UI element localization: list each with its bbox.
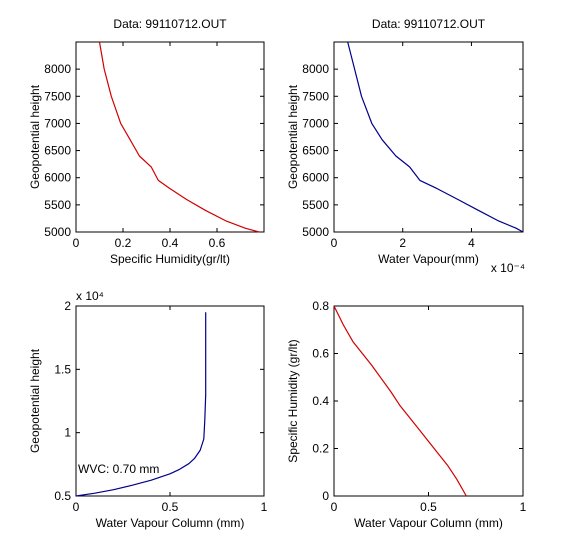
axes-frame (333, 305, 524, 497)
y-tick-label: 1 (64, 426, 71, 440)
x-axis-label: Water Vapour Column (mm) (354, 516, 503, 530)
x-axis-label: Water Vapour(mm) (378, 252, 479, 266)
y-tick-label: 6500 (44, 144, 71, 158)
series-line-1 (98, 41, 260, 233)
x-tick-label: 0.5 (420, 500, 437, 514)
x-tick-label: 0 (331, 500, 338, 514)
y-tick-label: 7500 (44, 89, 71, 103)
y-tick-label: 0.8 (312, 299, 329, 313)
y-tick-label: 5000 (44, 225, 71, 239)
panel-1: 0 0.2 0.4 0.6 5000 5500 6000 6500 7000 7500 8000 Da… (28, 17, 265, 266)
y-tick-label: 6000 (44, 171, 71, 185)
y-tick-label: 6500 (302, 144, 329, 158)
wvc-annotation: WVC: 0.70 mm (78, 462, 159, 476)
x-axis-label: Water Vapour Column (mm) (96, 516, 245, 530)
y-axis-label: Geopotential height (28, 84, 42, 189)
y-tick-label: 0.6 (312, 347, 329, 361)
y-axis-label: Geopotential height (28, 348, 42, 453)
y-tick-label: 0.5 (54, 489, 71, 503)
x-tick-label: 0 (73, 500, 80, 514)
x-tick-label: 0.6 (209, 236, 226, 250)
y-tick-label: 7000 (44, 116, 71, 130)
y-tick-label: 8000 (44, 62, 71, 76)
y-tick-label: 6000 (302, 171, 329, 185)
y-tick-label: 0.4 (312, 394, 329, 408)
x-axis-label: Specific Humidity(gr/lt) (110, 252, 230, 266)
y-tick-label: 8000 (302, 62, 329, 76)
y-tick-label: 0 (322, 489, 329, 503)
chart-title: Data: 99110712.OUT (113, 17, 227, 31)
series-line-1 (75, 312, 207, 497)
y-tick-label: 2 (64, 299, 71, 313)
y-tick-label: 5500 (302, 198, 329, 212)
series-line-1 (333, 305, 467, 497)
x-tick-label: 0.4 (162, 236, 179, 250)
y-tick-label: 0.2 (312, 442, 329, 456)
x-tick-label: 0.2 (115, 236, 132, 250)
y-tick-label: 1.5 (54, 362, 71, 376)
x-tick-label: 0 (331, 236, 338, 250)
x-tick-label: 0 (73, 236, 80, 250)
x-tick-label: 2 (399, 236, 406, 250)
x-tick-label: 0.5 (162, 500, 179, 514)
x-tick-label: 1 (261, 500, 268, 514)
y-axis-label: Geopotential height (286, 84, 300, 189)
chart-title: Data: 99110712.OUT (372, 17, 486, 31)
x-tick-label: 1 (520, 500, 527, 514)
y-axis-label: Specific Humidity (gr/lt) (286, 339, 300, 462)
y-tick-label: 5000 (302, 225, 329, 239)
y-exponent-label: x 10⁴ (76, 289, 104, 303)
axes-frame (333, 41, 524, 233)
panel-4: 0 0.5 1 0 0.2 0.4 0.6 0.8 Water Vapour Column (m… (286, 299, 527, 530)
x-exponent-label: x 10⁻⁴ (491, 261, 525, 275)
panel-2: 0 2 4 5000 5500 6000 6500 7000 7500 8000 Data: 991… (286, 17, 525, 275)
x-tick-label: 4 (468, 236, 475, 250)
series-line-1 (347, 41, 524, 233)
y-tick-label: 5500 (44, 198, 71, 212)
y-tick-label: 7500 (302, 89, 329, 103)
y-tick-label: 7000 (302, 116, 329, 130)
